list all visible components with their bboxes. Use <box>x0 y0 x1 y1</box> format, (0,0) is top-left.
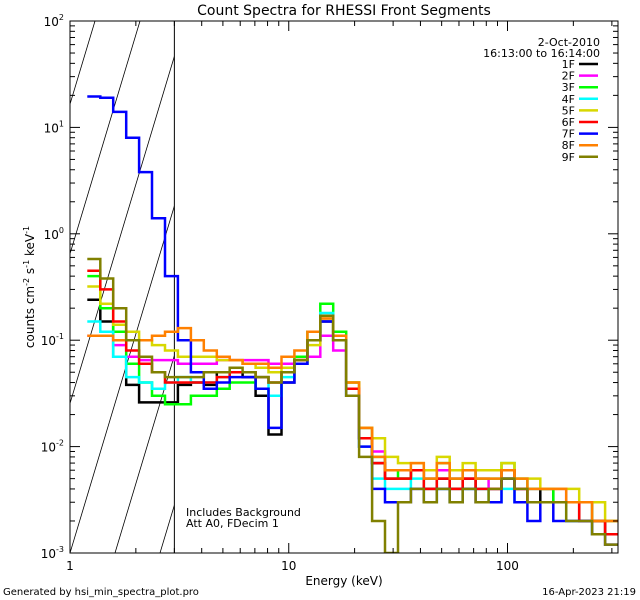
hatch-line <box>70 21 186 405</box>
plot-frame <box>69 20 619 554</box>
date-label: 2-Oct-2010 <box>538 36 600 49</box>
y-label-exp2: -1 <box>22 260 31 268</box>
y-tick-label: 10-2 <box>41 439 64 455</box>
hatch-line <box>0 21 5 553</box>
y-label-part2: s <box>23 268 37 278</box>
hatched-region <box>0 21 618 553</box>
y-label-exp3: -1 <box>22 226 31 234</box>
x-tick-label: 10 <box>281 559 296 573</box>
x-tick-label: 100 <box>496 559 519 573</box>
hatch-line <box>70 21 96 106</box>
legend-label: 3F <box>562 81 575 94</box>
y-label-exp1: -2 <box>22 278 31 286</box>
x-axis-label: Energy (keV) <box>305 574 382 588</box>
footer-timestamp: 16-Apr-2023 21:19 <box>542 587 636 598</box>
legend-label: 4F <box>562 93 575 106</box>
legend-label: 9F <box>562 151 575 164</box>
legend-label: 2F <box>562 70 575 83</box>
y-label-part1: counts cm <box>23 286 37 348</box>
hatch-mask <box>174 21 618 553</box>
legend-label: 8F <box>562 139 575 152</box>
y-tick-label: 100 <box>44 226 64 242</box>
y-axis-label: counts cm-2 s-1 keV-1 <box>22 226 37 348</box>
legend-label: 5F <box>562 104 575 117</box>
footer-generated: Generated by hsi_min_spectra_plot.pro <box>3 587 199 598</box>
y-tick-label: 10-3 <box>41 545 64 561</box>
y-tick-label: 102 <box>44 13 64 29</box>
chart-title: Count Spectra for RHESSI Front Segments <box>197 3 491 19</box>
legend-label: 6F <box>562 116 575 129</box>
series-9F <box>87 257 618 553</box>
y-label-part3: keV <box>23 233 37 260</box>
y-tick-label: 10-1 <box>41 332 64 348</box>
y-tick-label: 101 <box>44 119 64 135</box>
note-background: Includes Background <box>186 506 301 519</box>
note-attenuator: Att A0, FDecim 1 <box>186 517 279 530</box>
legend-label: 1F <box>562 58 575 71</box>
legend-label: 7F <box>562 128 575 141</box>
x-tick-label: 1 <box>66 559 74 573</box>
time-range-label: 16:13:00 to 16:14:00 <box>483 47 600 60</box>
